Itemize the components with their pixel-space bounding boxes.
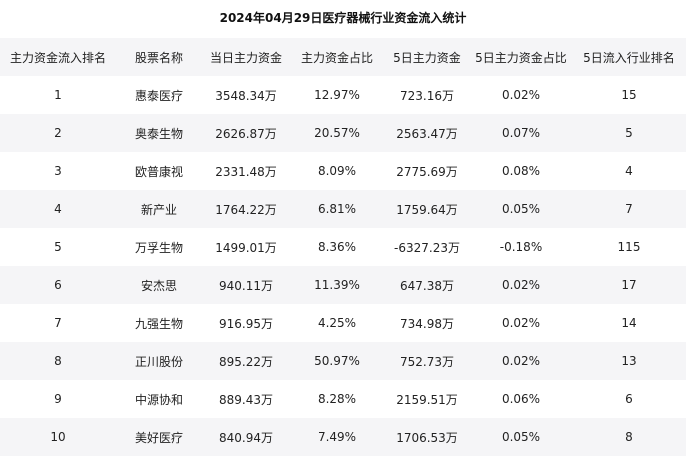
daily-main-fund-cell: 3548.34万 bbox=[215, 88, 277, 103]
five-day-main-fund-cell: 734.98万 bbox=[400, 316, 454, 331]
five-day-main-fund-ratio-cell: 0.02% bbox=[501, 278, 541, 292]
five-day-industry-rank-cell: 115 bbox=[617, 240, 641, 254]
table-body: 1 惠泰医疗 3548.34万 12.97% 723.16万 0.02% 15 2 奥泰生物 26… bbox=[0, 76, 686, 456]
main-fund-ratio-cell: 8.36% bbox=[317, 240, 357, 254]
column-header-stock-name: 股票名称 bbox=[134, 50, 183, 65]
column-header-5day-main-fund: 5日主力资金 bbox=[393, 50, 461, 65]
five-day-industry-rank-cell: 7 bbox=[625, 202, 633, 216]
column-header-rank: 主力资金流入排名 bbox=[9, 50, 106, 65]
stock-name-cell: 九强生物 bbox=[134, 316, 183, 331]
five-day-main-fund-cell: 2563.47万 bbox=[396, 126, 458, 141]
daily-main-fund-cell: 2331.48万 bbox=[215, 164, 277, 179]
table-row: 9 中源协和 889.43万 8.28% 2159.51万 0.06% 6 bbox=[0, 380, 686, 418]
stock-name-cell: 美好医疗 bbox=[134, 430, 183, 445]
five-day-main-fund-cell: 752.73万 bbox=[400, 354, 454, 369]
five-day-main-fund-ratio-cell: 0.06% bbox=[501, 392, 541, 406]
five-day-industry-rank-cell: 17 bbox=[621, 278, 637, 292]
rank-cell: 3 bbox=[54, 164, 62, 178]
main-fund-ratio-cell: 12.97% bbox=[314, 88, 360, 102]
five-day-main-fund-ratio-cell: 0.05% bbox=[501, 202, 541, 216]
main-fund-ratio-cell: 6.81% bbox=[317, 202, 357, 216]
five-day-main-fund-cell: 723.16万 bbox=[400, 88, 454, 103]
daily-main-fund-cell: 1499.01万 bbox=[215, 240, 277, 255]
five-day-main-fund-ratio-cell: 0.02% bbox=[501, 88, 541, 102]
five-day-industry-rank-cell: 4 bbox=[625, 164, 633, 178]
rank-cell: 9 bbox=[54, 392, 62, 406]
main-fund-ratio-cell: 8.28% bbox=[317, 392, 357, 406]
five-day-main-fund-ratio-cell: 0.02% bbox=[501, 316, 541, 330]
five-day-main-fund-cell: 1706.53万 bbox=[396, 430, 458, 445]
five-day-industry-rank-cell: 6 bbox=[625, 392, 633, 406]
fund-flow-table: 主力资金流入排名 股票名称 当日主力资金 主力资金占比 5日主力资金 5日主力资… bbox=[0, 38, 686, 456]
five-day-main-fund-cell: 1759.64万 bbox=[396, 202, 458, 217]
main-fund-ratio-cell: 4.25% bbox=[317, 316, 357, 330]
five-day-industry-rank-cell: 8 bbox=[625, 430, 633, 444]
five-day-main-fund-cell: -6327.23万 bbox=[394, 240, 460, 255]
stock-name-cell: 万孚生物 bbox=[134, 240, 183, 255]
table-row: 10 美好医疗 840.94万 7.49% 1706.53万 0.05% 8 bbox=[0, 418, 686, 456]
stock-name-cell: 正川股份 bbox=[134, 354, 183, 369]
main-fund-ratio-cell: 7.49% bbox=[317, 430, 357, 444]
stock-name-cell: 新产业 bbox=[140, 202, 177, 217]
five-day-main-fund-ratio-cell: 0.02% bbox=[501, 354, 541, 368]
rank-cell: 4 bbox=[54, 202, 62, 216]
daily-main-fund-cell: 2626.87万 bbox=[215, 126, 277, 141]
main-fund-ratio-cell: 8.09% bbox=[317, 164, 357, 178]
table-row: 2 奥泰生物 2626.87万 20.57% 2563.47万 0.07% 5 bbox=[0, 114, 686, 152]
main-fund-ratio-cell: 20.57% bbox=[314, 126, 360, 140]
daily-main-fund-cell: 916.95万 bbox=[219, 316, 273, 331]
rank-cell: 2 bbox=[54, 126, 62, 140]
column-header-main-fund-ratio: 主力资金占比 bbox=[300, 50, 373, 65]
stock-name-cell: 奥泰生物 bbox=[134, 126, 183, 141]
five-day-industry-rank-cell: 14 bbox=[621, 316, 637, 330]
five-day-main-fund-ratio-cell: 0.08% bbox=[501, 164, 541, 178]
five-day-industry-rank-cell: 13 bbox=[621, 354, 637, 368]
stock-name-cell: 欧普康视 bbox=[134, 164, 183, 179]
table-row: 3 欧普康视 2331.48万 8.09% 2775.69万 0.08% 4 bbox=[0, 152, 686, 190]
table-row: 6 安杰思 940.11万 11.39% 647.38万 0.02% 17 bbox=[0, 266, 686, 304]
daily-main-fund-cell: 840.94万 bbox=[219, 430, 273, 445]
five-day-industry-rank-cell: 15 bbox=[621, 88, 637, 102]
header-row: 主力资金流入排名 股票名称 当日主力资金 主力资金占比 5日主力资金 5日主力资… bbox=[0, 38, 686, 76]
stock-name-cell: 中源协和 bbox=[134, 392, 183, 407]
daily-main-fund-cell: 1764.22万 bbox=[215, 202, 277, 217]
five-day-main-fund-cell: 647.38万 bbox=[400, 278, 454, 293]
rank-cell: 8 bbox=[54, 354, 62, 368]
table-row: 7 九强生物 916.95万 4.25% 734.98万 0.02% 14 bbox=[0, 304, 686, 342]
column-header-5day-main-fund-ratio: 5日主力资金占比 bbox=[475, 50, 567, 65]
column-header-5day-industry-rank: 5日流入行业排名 bbox=[583, 50, 675, 65]
main-fund-ratio-cell: 11.39% bbox=[314, 278, 360, 292]
column-header-daily-main-fund: 当日主力资金 bbox=[209, 50, 282, 65]
daily-main-fund-cell: 940.11万 bbox=[219, 278, 273, 293]
table-row: 1 惠泰医疗 3548.34万 12.97% 723.16万 0.02% 15 bbox=[0, 76, 686, 114]
daily-main-fund-cell: 895.22万 bbox=[219, 354, 273, 369]
main-fund-ratio-cell: 50.97% bbox=[314, 354, 360, 368]
stock-name-cell: 安杰思 bbox=[140, 278, 177, 293]
stock-name-cell: 惠泰医疗 bbox=[134, 88, 183, 103]
table-row: 8 正川股份 895.22万 50.97% 752.73万 0.02% 13 bbox=[0, 342, 686, 380]
five-day-main-fund-ratio-cell: 0.07% bbox=[501, 126, 541, 140]
daily-main-fund-cell: 889.43万 bbox=[219, 392, 273, 407]
rank-cell: 6 bbox=[54, 278, 62, 292]
table-row: 5 万孚生物 1499.01万 8.36% -6327.23万 -0.18% 115 bbox=[0, 228, 686, 266]
rank-cell: 1 bbox=[54, 88, 62, 102]
rank-cell: 10 bbox=[50, 430, 66, 444]
table-title: 2024年04月29日医疗器械行业资金流入统计 bbox=[219, 11, 467, 25]
five-day-main-fund-cell: 2775.69万 bbox=[396, 164, 458, 179]
five-day-industry-rank-cell: 5 bbox=[625, 126, 633, 140]
rank-cell: 7 bbox=[54, 316, 62, 330]
table-row: 4 新产业 1764.22万 6.81% 1759.64万 0.05% 7 bbox=[0, 190, 686, 228]
rank-cell: 5 bbox=[54, 240, 62, 254]
five-day-main-fund-cell: 2159.51万 bbox=[396, 392, 458, 407]
five-day-main-fund-ratio-cell: 0.05% bbox=[501, 430, 541, 444]
five-day-main-fund-ratio-cell: -0.18% bbox=[499, 240, 543, 254]
